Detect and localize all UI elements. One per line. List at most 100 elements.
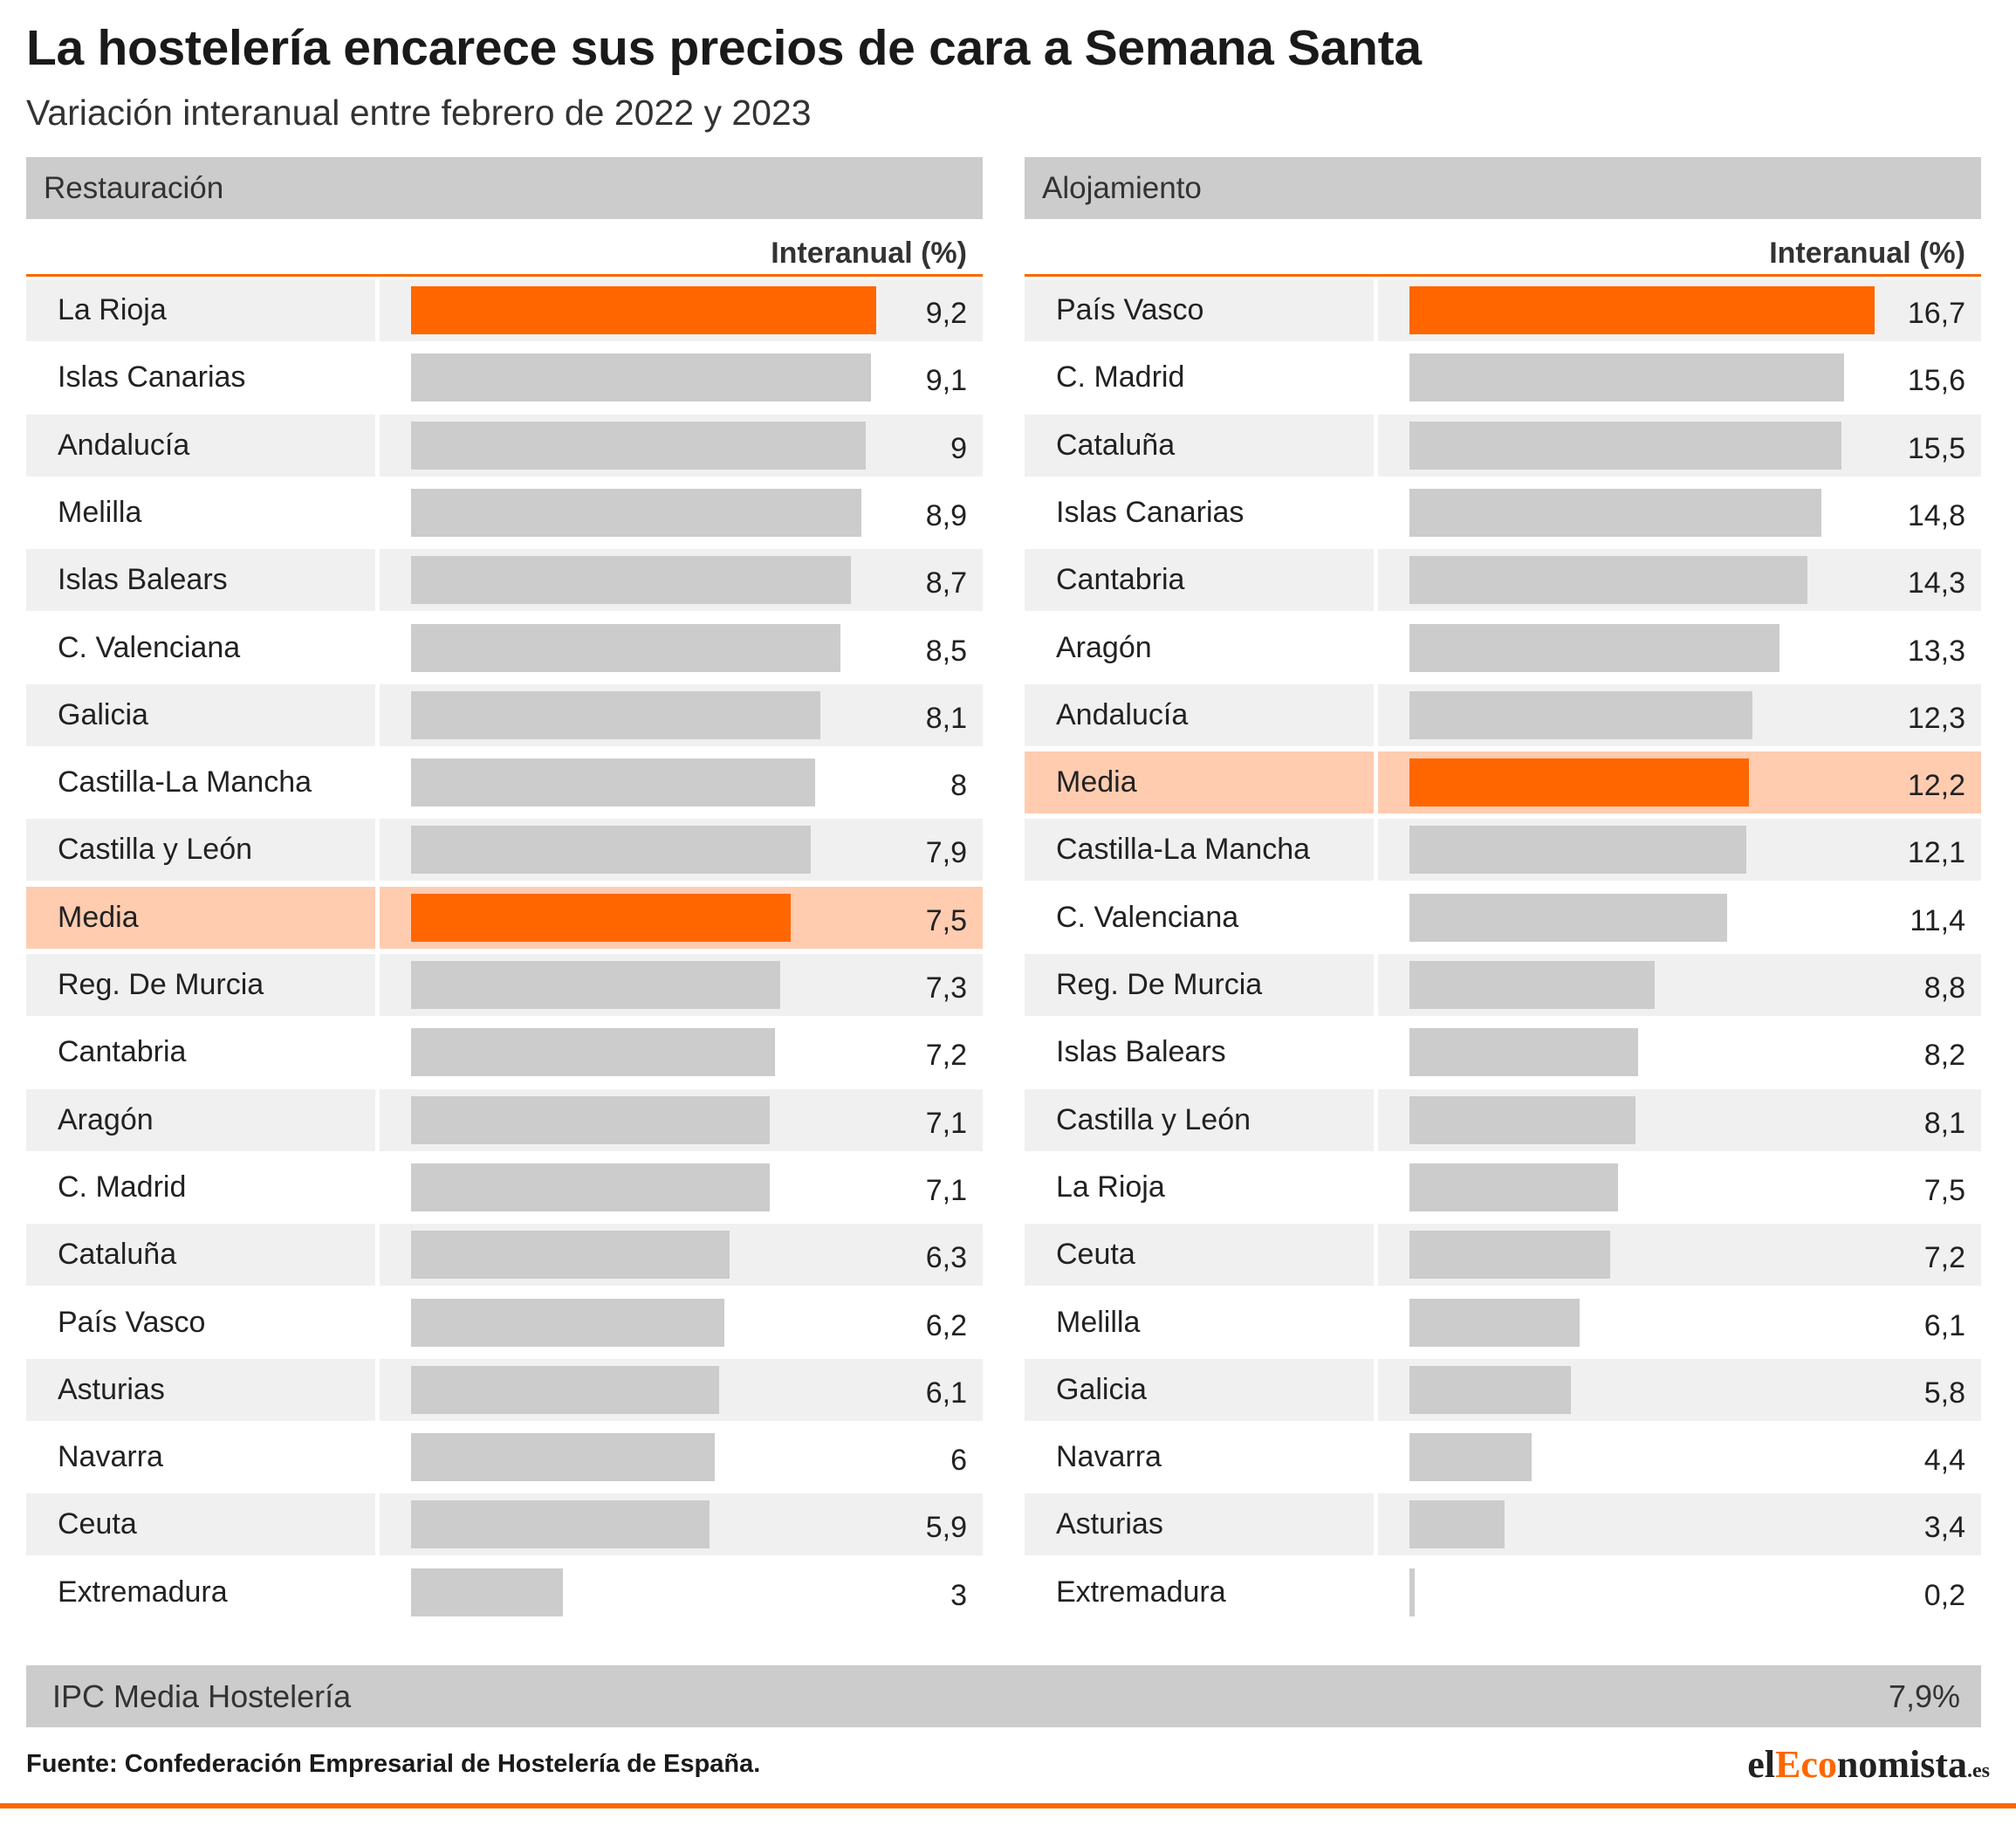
value-label: 7,2: [925, 1039, 967, 1073]
bar: [1409, 421, 1841, 470]
value-label: 4,4: [1923, 1444, 1965, 1478]
bar: [1409, 1433, 1533, 1482]
bar: [411, 1163, 771, 1211]
row-label-cell: Melilla: [1025, 1291, 1374, 1354]
category-label: Galicia: [1056, 1372, 1147, 1406]
table-row: País Vasco 6,2: [26, 1291, 983, 1354]
row-bar-cell: 15,6: [1378, 347, 1981, 409]
row-label-cell: Cataluña: [26, 1224, 375, 1287]
row-label-cell: Galicia: [1025, 1358, 1374, 1421]
table-row: Islas Balears 8,2: [1025, 1021, 1981, 1084]
table-row: Ceuta 7,2: [1025, 1224, 1981, 1287]
bar: [411, 1298, 725, 1347]
bar: [1409, 1231, 1610, 1280]
table-row: Castilla y León 8,1: [1025, 1088, 1981, 1151]
category-label: Ceuta: [58, 1507, 137, 1541]
row-bar-cell: 15,5: [1378, 414, 1981, 477]
bar: [1409, 758, 1750, 807]
row-bar-cell: 7,5: [380, 886, 983, 949]
value-label: 8,5: [925, 634, 967, 668]
category-label: Melilla: [58, 495, 142, 529]
bar: [1409, 1028, 1638, 1077]
row-bar-cell: 6,3: [380, 1224, 983, 1287]
row-label-cell: Extremadura: [26, 1561, 375, 1623]
category-label: Andalucía: [1056, 697, 1189, 731]
row-bar-cell: 6,1: [380, 1358, 983, 1421]
category-label: Aragón: [1056, 630, 1152, 664]
row-bar-cell: 16,7: [1378, 279, 1981, 341]
table-row: Media 12,2: [1025, 751, 1981, 814]
table-row: Islas Canarias 14,8: [1025, 481, 1981, 544]
panel-alojamiento: Alojamiento Interanual (%) País Vasco 16,…: [1025, 157, 1981, 1623]
bar: [1409, 1298, 1580, 1347]
value-label: 12,3: [1907, 701, 1965, 735]
bar: [1409, 690, 1752, 739]
row-label-cell: Navarra: [1025, 1426, 1374, 1489]
bar: [411, 961, 780, 1009]
table-row: Asturias 6,1: [26, 1358, 983, 1421]
bar: [1409, 893, 1727, 942]
row-label-cell: Cataluña: [1025, 414, 1374, 477]
row-label-cell: Ceuta: [26, 1493, 375, 1556]
bar: [411, 1095, 771, 1144]
category-label: Asturias: [58, 1372, 165, 1406]
column-header: Interanual (%): [26, 219, 983, 277]
category-label: Reg. De Murcia: [58, 968, 264, 1001]
value-label: 11,4: [1910, 903, 1965, 937]
logo-accent: Eco: [1774, 1743, 1837, 1786]
category-label: Cataluña: [58, 1238, 177, 1272]
value-label: 15,6: [1907, 364, 1965, 398]
row-bar-cell: 8,8: [1378, 954, 1981, 1016]
row-bar-cell: 7,3: [380, 954, 983, 1016]
row-bar-cell: 0,2: [1378, 1561, 1981, 1623]
bar: [411, 556, 852, 605]
bar: [1409, 556, 1808, 605]
row-label-cell: Castilla-La Mancha: [1025, 819, 1374, 882]
table-row: Navarra 4,4: [1025, 1426, 1981, 1489]
row-bar-cell: 12,1: [1378, 819, 1981, 882]
row-label-cell: Media: [26, 886, 375, 949]
row-bar-cell: 7,5: [1378, 1156, 1981, 1218]
row-bar-cell: 7,2: [380, 1021, 983, 1084]
bar: [411, 893, 791, 942]
table-row: Cataluña 6,3: [26, 1224, 983, 1287]
bar: [411, 1028, 776, 1077]
table-row: Islas Canarias 9,1: [26, 347, 983, 409]
value-label: 7,1: [925, 1173, 967, 1207]
table-row: Aragón 7,1: [26, 1088, 983, 1151]
bar: [411, 1365, 720, 1414]
row-label-cell: Castilla-La Mancha: [26, 751, 375, 814]
category-label: La Rioja: [1056, 1170, 1165, 1204]
value-label: 0,2: [1923, 1578, 1965, 1612]
row-label-cell: Andalucía: [26, 414, 375, 477]
row-label-cell: Islas Balears: [1025, 1021, 1374, 1084]
value-label: 8,9: [925, 498, 967, 532]
value-label: 6: [950, 1444, 967, 1478]
bar: [1409, 961, 1655, 1009]
row-bar-cell: 8,9: [380, 481, 983, 544]
row-bar-cell: 8: [380, 751, 983, 814]
category-label: Ceuta: [1056, 1238, 1135, 1272]
row-label-cell: Galicia: [26, 683, 375, 746]
category-label: C. Madrid: [1056, 360, 1185, 395]
row-label-cell: La Rioja: [1025, 1156, 1374, 1218]
row-label-cell: Islas Canarias: [26, 347, 375, 409]
row-label-cell: Reg. De Murcia: [1025, 954, 1374, 1016]
row-bar-cell: 9,2: [380, 279, 983, 341]
value-label: 9: [950, 431, 967, 465]
row-bar-cell: 6: [380, 1426, 983, 1489]
category-label: Aragón: [58, 1102, 154, 1136]
bar: [411, 623, 841, 672]
row-bar-cell: 6,1: [1378, 1291, 1981, 1354]
logo-rest: nomista: [1836, 1743, 1967, 1786]
category-label: Islas Canarias: [58, 360, 246, 395]
ipc-value: 7,9%: [1888, 1678, 1960, 1714]
table-row: C. Valenciana 11,4: [1025, 886, 1981, 949]
row-label-cell: Cantabria: [1025, 549, 1374, 612]
table-row: Castilla-La Mancha 8: [26, 751, 983, 814]
value-label: 8: [950, 769, 967, 803]
table-row: Andalucía 12,3: [1025, 683, 1981, 746]
publisher-logo: elEconomista.es: [1747, 1742, 1990, 1787]
column-header: Interanual (%): [1025, 219, 1981, 277]
row-label-cell: Castilla y León: [26, 819, 375, 882]
